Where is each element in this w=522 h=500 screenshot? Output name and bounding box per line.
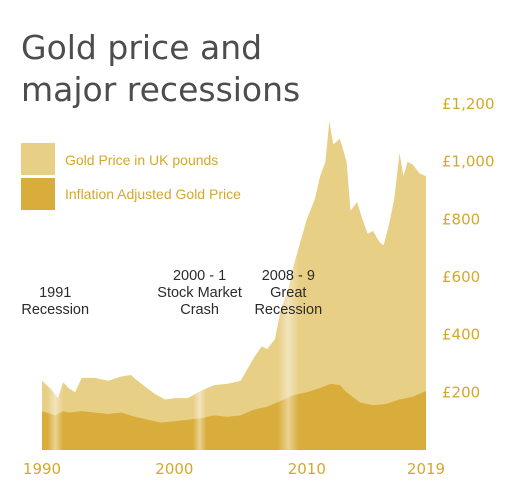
legend-label-inflation-adjusted: Inflation Adjusted Gold Price [65,186,241,202]
legend-label-gold-price-uk: Gold Price in UK pounds [65,152,218,168]
x-axis-tick-labels: 1990 2000 2010 2019 [23,460,445,478]
recession-label-line: 2008 - 9 [262,268,315,284]
y-tick-label: £600 [442,268,480,286]
x-tick-label: 1990 [23,460,61,478]
y-tick-label: £800 [442,210,480,228]
recession-band [277,104,299,450]
chart-title-line-2: major recessions [21,70,300,109]
recession-label-line: Great [270,285,306,301]
y-axis-tick-labels: £200 £400 £600 £800 £1,000 £1,200 [442,95,495,401]
gold-price-uk-area [42,121,426,451]
legend: Gold Price in UK pounds Inflation Adjust… [21,143,241,210]
x-tick-label: 2010 [288,460,326,478]
legend-swatch-inflation-adjusted [21,178,55,210]
y-tick-label: £1,000 [442,153,495,171]
y-tick-label: £1,200 [442,95,495,113]
recession-label-line: Stock Market [157,285,242,301]
chart-title-line-1: Gold price and [21,28,262,67]
recession-label-line: Recession [21,302,89,318]
x-tick-label: 2019 [407,460,445,478]
inflation-adjusted-area [42,383,426,450]
recession-label-line: Recession [254,302,322,318]
chart-title: Gold price and major recessions [21,28,300,109]
recession-label-line: 1991 [39,285,71,301]
recession-label-line: 2000 - 1 [173,268,226,284]
legend-swatch-gold-price-uk [21,143,55,175]
recession-band [193,104,207,450]
recession-label-line: Crash [180,302,219,318]
x-tick-label: 2000 [155,460,193,478]
y-tick-label: £400 [442,326,480,344]
y-tick-label: £200 [442,383,480,401]
